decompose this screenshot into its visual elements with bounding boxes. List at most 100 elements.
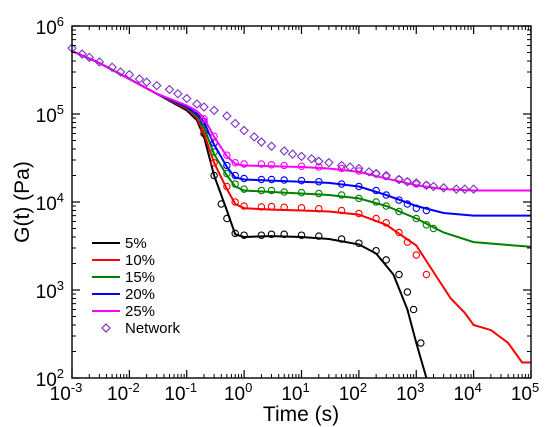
network-point-26 [313,156,324,167]
network-point-34 [394,174,404,185]
network-point-41 [459,184,470,194]
data-point-1-16 [395,270,403,279]
data-point-9-10 [337,164,346,173]
data-point-3-16 [412,251,421,259]
data-point-9-8 [297,162,306,170]
data-point-1-10 [297,231,306,239]
data-point-1-5 [231,229,239,238]
network-point-32 [371,168,381,179]
data-point-3-11 [355,209,363,218]
network-point-20 [256,137,267,147]
plot-data [67,43,532,379]
data-point-9-9 [315,163,323,171]
data-point-7-5 [257,175,266,184]
data-point-7-15 [403,200,412,208]
data-point-5-5 [257,186,266,195]
network-point-14 [199,102,209,112]
data-point-1-17 [403,288,412,296]
network-point-30 [354,163,364,174]
y-axis-label: G(t) (Pa) [11,161,34,243]
data-point-1-14 [372,246,380,255]
data-point-3-8 [297,204,306,212]
network-point-16 [222,111,232,121]
x-tick-label: 101 [281,380,309,405]
data-point-3-5 [257,203,266,211]
network-point-29 [345,162,355,172]
legend-label-3: 20% [125,286,155,303]
data-point-7-9 [315,177,323,186]
data-point-1-13 [355,239,363,247]
data-point-7-2 [223,161,231,170]
data-point-5-2 [223,169,231,178]
network-point-5 [115,67,126,77]
network-point-8 [141,77,152,87]
network-point-13 [192,99,202,109]
data-point-7-17 [422,206,431,215]
legend-label-1: 10% [125,252,155,269]
legend-label-0: 5% [125,235,147,252]
x-tick-label: 10-3 [50,380,83,405]
data-point-5-17 [429,224,438,233]
data-point-1-4 [223,214,231,223]
y-tick-label: 106 [36,14,64,39]
data-point-5-16 [422,221,431,229]
data-point-1-8 [267,230,276,239]
network-point-33 [381,170,392,181]
axis-ticks [71,25,532,379]
x-tick-label: 104 [453,380,481,405]
x-tick-label: 103 [396,380,424,405]
data-point-9-7 [280,161,288,170]
data-point-5-15 [412,214,421,223]
x-tick-label: 10-1 [164,380,197,405]
data-point-5-9 [315,189,323,198]
data-point-3-2 [223,182,231,191]
network-point-17 [230,118,241,129]
data-point-3-7 [280,203,288,212]
data-point-7-3 [231,171,239,180]
data-point-9-0 [200,115,208,123]
data-point-7-13 [382,191,390,199]
data-point-3-17 [422,270,431,279]
network-point-42 [468,184,479,194]
network-point-2 [84,52,95,63]
data-point-3-3 [231,198,239,206]
legend-label-4: 25% [125,303,155,320]
data-point-5-11 [355,194,363,203]
data-point-1-19 [417,339,425,347]
network-point-21 [266,141,277,152]
network-point-7 [134,74,145,84]
network-point-6 [124,69,135,80]
network-point-25 [306,153,317,164]
data-point-3-9 [315,204,323,213]
data-point-3-4 [240,202,248,210]
network-point-27 [324,157,334,168]
data-point-5-13 [382,202,390,210]
data-point-3-12 [372,214,380,223]
data-point-5-10 [337,191,346,199]
network-point-23 [287,149,298,159]
axis-tick-labels: 10-3 10-2 10-1 100 101 102 103 104 105 102 103 104 1… [36,14,540,405]
x-tick-label: 10-2 [107,380,140,405]
network-point-11 [173,88,183,99]
data-point-7-6 [267,175,276,184]
data-point-5-7 [280,188,288,196]
data-point-1-7 [257,231,266,239]
network-point-28 [336,160,347,171]
data-point-1-6 [240,231,248,239]
data-point-7-14 [395,196,403,204]
network-point-36 [411,178,422,188]
x-tick-label: 100 [224,380,252,405]
network-point-4 [107,62,117,73]
network-point-35 [402,176,413,187]
y-tick-label: 105 [36,102,64,127]
data-point-9-5 [257,160,266,168]
network-point-31 [364,167,374,177]
y-tick-label: 103 [36,278,64,303]
y-tick-label: 102 [36,366,64,391]
network-point-3 [94,57,105,67]
data-point-7-12 [372,186,380,195]
network-point-10 [164,84,175,95]
data-point-1-9 [280,230,288,239]
